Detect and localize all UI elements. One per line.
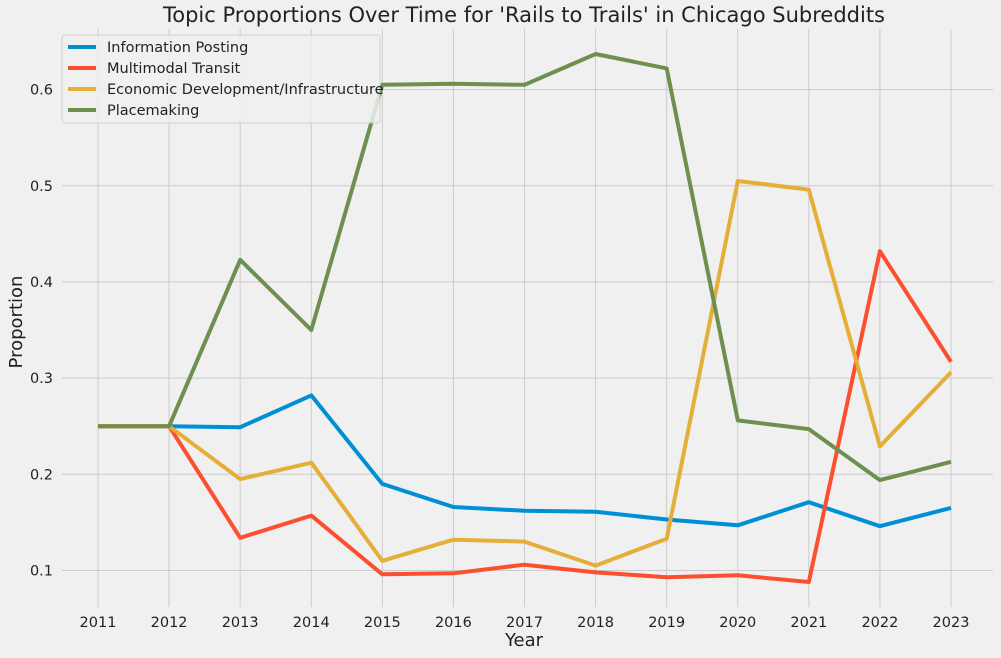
- grid-lines: [62, 29, 993, 607]
- x-tick-label: 2023: [933, 615, 970, 631]
- y-tick-label: 0.6: [30, 83, 53, 99]
- y-tick-label: 0.5: [30, 179, 53, 195]
- series-line-3: [98, 179, 953, 568]
- series-line-4: [98, 52, 952, 483]
- x-tick-label: 2014: [293, 615, 330, 631]
- x-tick-label: 2020: [719, 615, 756, 631]
- y-tick-label: 0.4: [30, 275, 53, 291]
- x-tick-label: 2017: [506, 615, 543, 631]
- legend: Information Posting Multimodal Transit Eco…: [61, 34, 384, 124]
- y-tick-label: 0.3: [30, 371, 53, 387]
- legend-label: Placemaking: [107, 103, 199, 119]
- x-tick-label: 2013: [222, 615, 259, 631]
- legend-label: Economic Development/Infrastructure: [107, 82, 384, 98]
- x-tick-label: 2011: [80, 615, 117, 631]
- x-tick-label: 2012: [151, 615, 188, 631]
- chart-title: Topic Proportions Over Time for 'Rails t…: [162, 3, 885, 27]
- x-tick-label: 2022: [861, 615, 898, 631]
- legend-label: Multimodal Transit: [107, 61, 241, 77]
- x-tick-labels: 2011 2012 2013 2014 2015 2016 2017 2018 2019 2020…: [80, 615, 970, 631]
- x-tick-label: 2016: [435, 615, 472, 631]
- legend-box: [61, 34, 381, 124]
- x-tick-label: 2018: [577, 615, 614, 631]
- legend-label: Information Posting: [107, 40, 248, 56]
- series-lines: [98, 52, 953, 584]
- series-line-2: [98, 249, 953, 584]
- y-tick-labels: 0.1 0.2 0.3 0.4 0.5 0.6: [30, 83, 53, 580]
- x-axis-label: Year: [504, 630, 544, 651]
- x-tick-label: 2019: [648, 615, 685, 631]
- series-line-1: [98, 393, 952, 529]
- y-tick-label: 0.2: [30, 467, 53, 483]
- x-tick-label: 2021: [790, 615, 827, 631]
- y-tick-label: 0.1: [30, 563, 53, 579]
- x-tick-label: 2015: [364, 615, 401, 631]
- y-axis-label: Proportion: [6, 276, 27, 369]
